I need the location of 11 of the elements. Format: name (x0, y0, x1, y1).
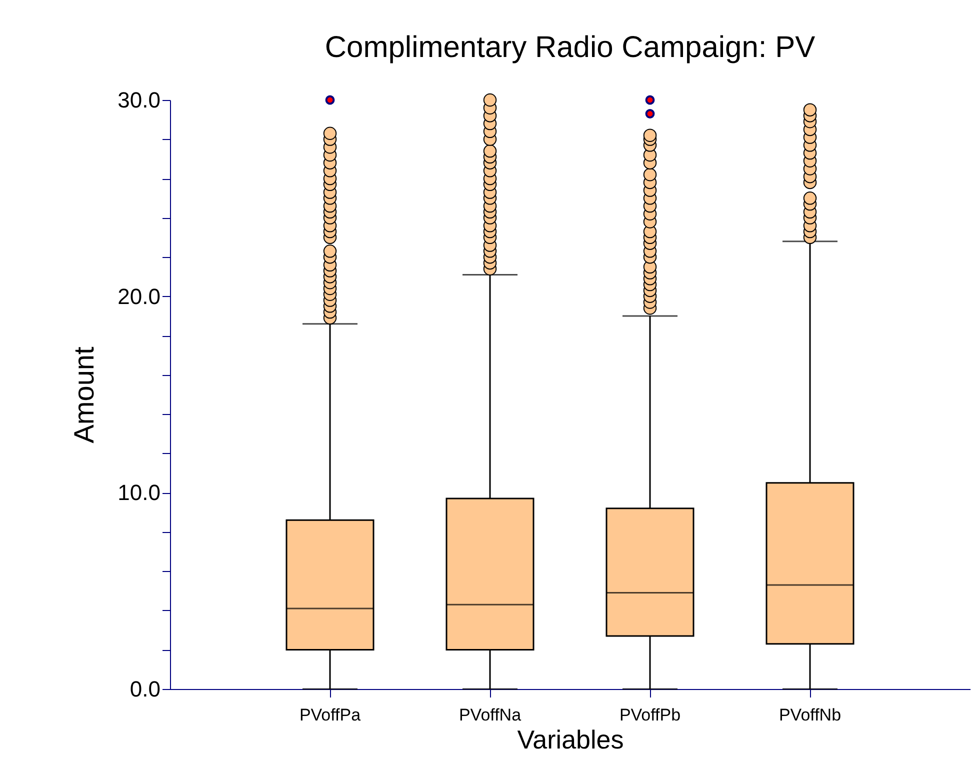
x-tick-label: PVoffPb (619, 706, 681, 724)
y-tick-label: 10.0 (118, 480, 160, 506)
x-tick-label: PVoffNb (778, 706, 842, 724)
x-tick-label: PVoffPa (299, 706, 362, 724)
x-axis-title: Variables (517, 724, 624, 754)
chart-title: Complimentary Radio Campaign: PV (324, 31, 816, 64)
y-tick-label: 30.0 (118, 88, 160, 112)
y-tick-label: 20.0 (118, 284, 160, 309)
y-axis-title: Amount (68, 346, 100, 444)
x-tick-label: PVoffNa (458, 706, 522, 724)
y-tick-label: 0.0 (130, 676, 160, 702)
